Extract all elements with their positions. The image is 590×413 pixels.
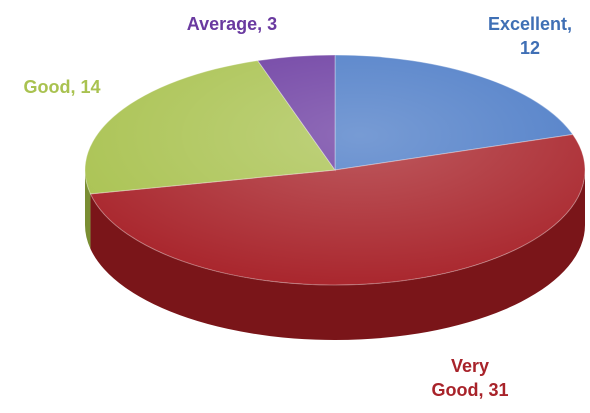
pie-slices-group [84, 54, 586, 286]
data-label-line: 12 [520, 38, 540, 58]
data-label-good: Good, 14 [23, 77, 100, 97]
data-label-line: Good, 14 [23, 77, 100, 97]
data-label-excellent: Excellent, 12 [488, 14, 572, 58]
data-label-average: Average, 3 [187, 14, 277, 34]
data-label-line: Good, 31 [431, 380, 508, 400]
pie-highlight [85, 55, 585, 285]
pie-depth-group [85, 170, 585, 341]
pie-labels-group: Excellent, 12 Very Good, 31 Good, 14 Average,… [23, 14, 572, 400]
data-label-line: Average, 3 [187, 14, 277, 34]
data-label-line: Very [451, 356, 489, 376]
pie-side-very-good [90, 170, 585, 341]
data-label-very-good: Very Good, 31 [431, 356, 508, 400]
pie-side-good [85, 170, 91, 249]
data-label-line: Excellent, [488, 14, 572, 34]
